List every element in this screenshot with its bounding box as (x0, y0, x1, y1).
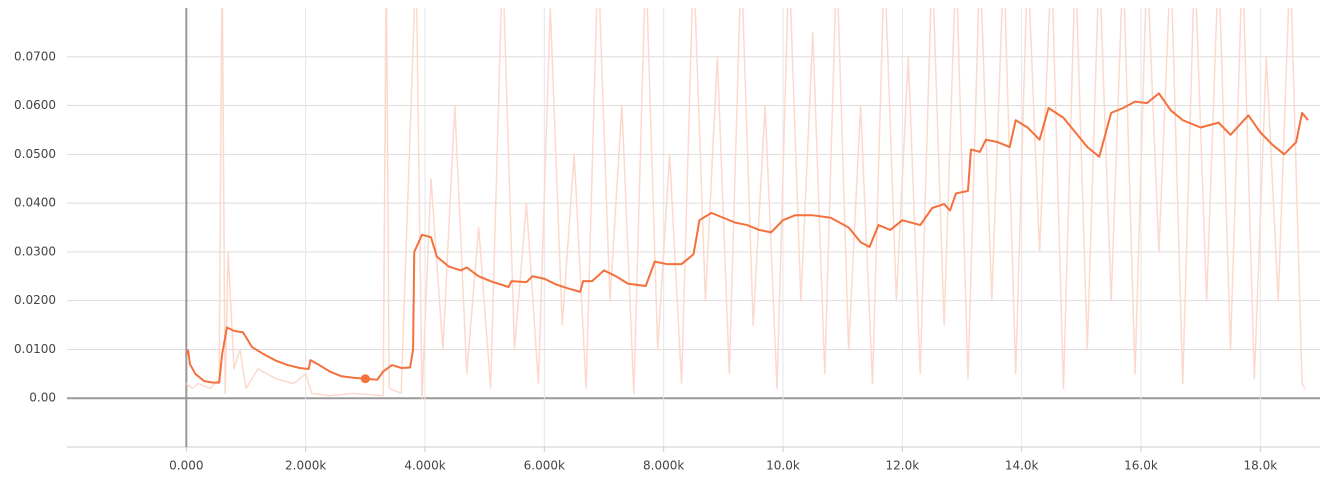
y-tick-label: 0.0300 (14, 244, 56, 258)
x-tick-label: 8.000k (643, 459, 684, 473)
x-tick-label: 4.000k (404, 459, 445, 473)
x-tick-label: 10.0k (766, 459, 800, 473)
y-tick-label: 0.0700 (14, 49, 56, 63)
series-line (185, 8, 1306, 399)
x-tick-label: 6.000k (524, 459, 565, 473)
y-tick-label: 0.0600 (14, 98, 56, 112)
highlight-point (360, 374, 370, 384)
plot (185, 8, 1309, 399)
x-tick-label: 14.0k (1005, 459, 1039, 473)
y-tick-label: 0.0100 (14, 342, 56, 356)
x-tick-label: 16.0k (1124, 459, 1158, 473)
x-tick-label: 18.0k (1243, 459, 1277, 473)
grid (67, 8, 1320, 452)
x-tick-label: 12.0k (885, 459, 919, 473)
y-tick-label: 0.0400 (14, 196, 56, 210)
y-tick-label: 0.00 (29, 391, 56, 405)
series-line (185, 92, 1309, 384)
x-tick-label: 2.000k (285, 459, 326, 473)
axis-labels: 0.00 0.0100 0.0200 0.0300 0.0400 0.0500 0.0600… (14, 49, 1277, 472)
x-tick-label: 0.000 (169, 459, 203, 473)
y-tick-label: 0.0500 (14, 147, 56, 161)
y-tick-label: 0.0200 (14, 293, 56, 307)
